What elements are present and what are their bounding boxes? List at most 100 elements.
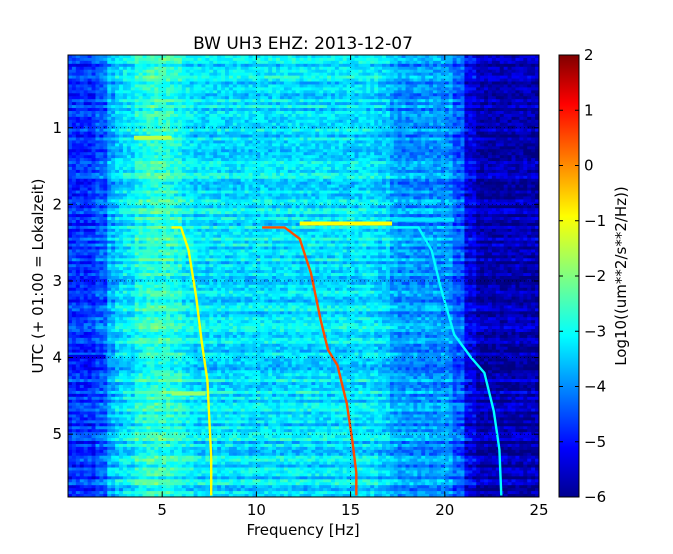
heat-cell <box>444 119 450 124</box>
heat-cell <box>350 75 356 80</box>
heat-cell <box>166 166 171 171</box>
heat-cell <box>283 110 289 115</box>
heat-cell <box>327 110 332 115</box>
heat-cell <box>272 140 277 144</box>
heat-cell <box>130 105 136 109</box>
heat-cell <box>425 57 430 62</box>
heat-cell <box>240 105 246 109</box>
heat-cell <box>433 96 438 100</box>
heat-cell <box>221 119 226 124</box>
heat-cell <box>425 137 430 142</box>
heat-cell <box>83 155 89 159</box>
heat-cell <box>111 155 116 159</box>
heat-cell <box>248 155 254 159</box>
heat-cell <box>464 55 469 59</box>
heat-cell <box>122 84 128 89</box>
heat-cell <box>362 105 367 109</box>
heat-cell <box>515 72 520 77</box>
heat-cell <box>248 140 254 144</box>
heat-cell <box>154 158 159 162</box>
heat-cell <box>519 87 524 91</box>
heat-cell <box>115 155 120 159</box>
heat-cell <box>362 108 367 112</box>
heat-cell <box>503 87 509 91</box>
heat-cell <box>535 55 539 59</box>
heat-cell <box>362 102 367 106</box>
heat-cell <box>154 93 159 97</box>
heat-cell <box>83 55 89 59</box>
heat-cell <box>68 128 73 133</box>
heat-cell <box>346 172 352 177</box>
heat-cell <box>515 116 520 121</box>
heat-cell <box>130 72 136 77</box>
heat-cell <box>334 72 340 77</box>
heat-cell <box>362 164 367 168</box>
heat-cell <box>346 166 352 171</box>
heat-cell <box>393 72 399 77</box>
heat-cell <box>252 81 258 86</box>
heat-cell <box>389 164 395 168</box>
heat-cell <box>111 143 116 147</box>
heat-cell <box>374 72 379 77</box>
heat-cell <box>197 93 203 97</box>
heat-cell <box>240 161 246 165</box>
heat-cell <box>197 175 203 180</box>
heat-cell <box>389 155 395 159</box>
heat-cell <box>209 99 214 103</box>
heat-cell <box>535 72 539 77</box>
heat-cell <box>126 161 132 165</box>
heat-cell <box>389 90 395 94</box>
heat-cell <box>217 125 222 130</box>
heat-cell <box>142 164 148 168</box>
heat-cell <box>166 72 171 77</box>
heat-cell <box>338 96 344 100</box>
heat-cell <box>354 72 360 77</box>
heat-cell <box>232 84 238 89</box>
heat-cell <box>527 149 532 153</box>
heat-cell <box>342 164 348 168</box>
heat-cell <box>107 125 112 130</box>
heat-cell <box>166 128 171 133</box>
heat-cell <box>130 102 136 106</box>
heat-cell <box>307 102 312 106</box>
heat-cell <box>236 158 242 162</box>
heat-cell <box>323 128 328 133</box>
heat-cell <box>433 166 438 171</box>
heat-cell <box>315 172 320 177</box>
heat-cell <box>374 66 379 71</box>
heat-cell <box>162 102 167 106</box>
heat-cell <box>162 108 167 112</box>
heat-cell <box>519 93 524 97</box>
heat-cell <box>358 84 363 89</box>
heat-cell <box>338 99 344 103</box>
heat-cell <box>319 152 324 156</box>
heat-cell <box>111 63 116 68</box>
heat-cell <box>232 90 238 94</box>
heat-cell <box>83 164 89 168</box>
heat-cell <box>374 122 379 127</box>
heat-cell <box>283 137 289 142</box>
heat-cell <box>87 78 93 83</box>
heat-cell <box>460 110 466 115</box>
heat-cell <box>213 78 218 83</box>
heat-cell <box>240 99 246 103</box>
heat-cell <box>236 116 242 121</box>
heat-cell <box>511 128 517 133</box>
heat-cell <box>323 122 328 127</box>
heat-cell <box>417 60 422 65</box>
heat-cell <box>181 166 187 171</box>
heat-cell <box>134 102 140 106</box>
heat-cell <box>268 72 273 77</box>
heat-cell <box>440 152 446 156</box>
heat-cell <box>299 63 305 68</box>
heat-cell <box>126 66 132 71</box>
heat-cell <box>382 72 387 77</box>
heat-cell <box>79 99 85 103</box>
heat-cell <box>378 105 383 109</box>
heat-cell <box>499 172 505 177</box>
heat-cell <box>480 63 485 68</box>
heat-cell <box>401 155 407 159</box>
heat-cell <box>166 93 171 97</box>
heat-cell <box>91 155 97 159</box>
heat-cell <box>279 166 285 171</box>
